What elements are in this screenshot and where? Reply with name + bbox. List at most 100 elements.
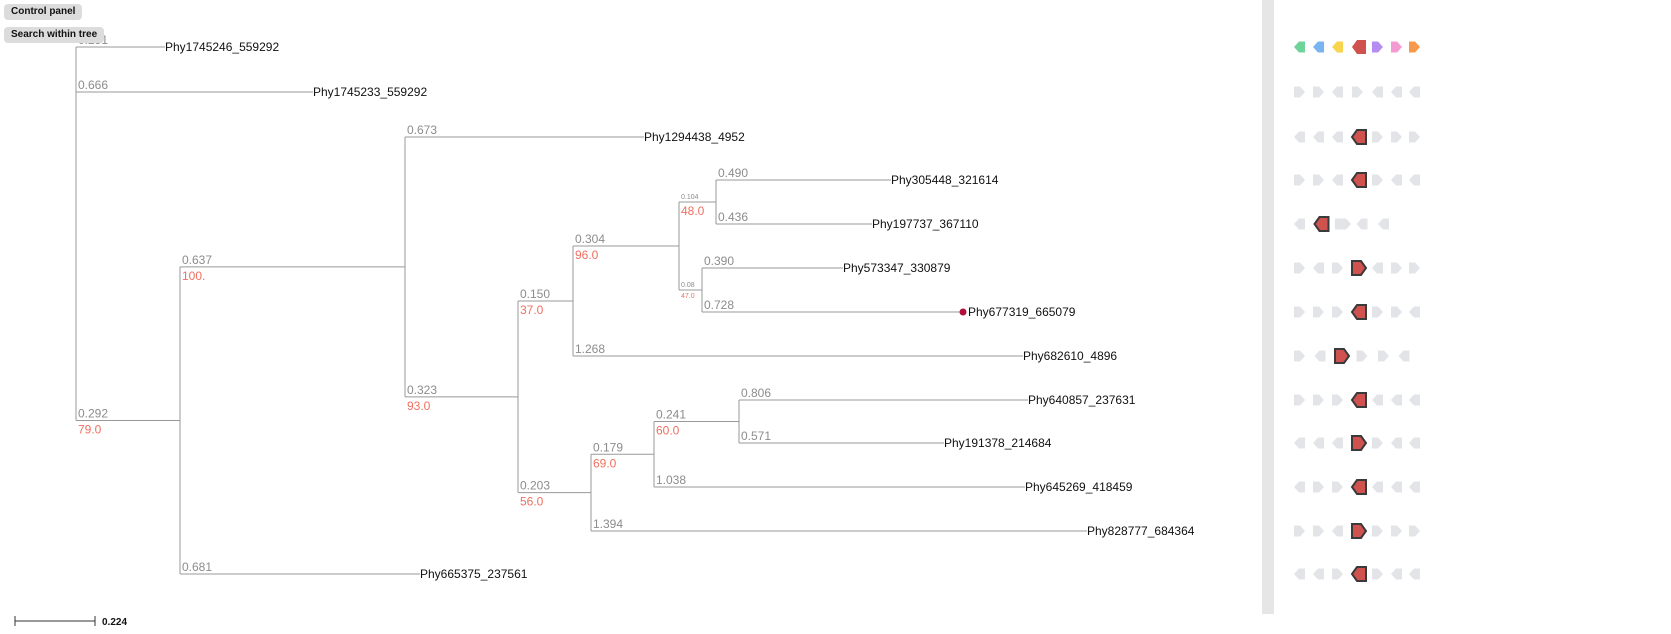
gene-arrow[interactable] [1332, 86, 1343, 98]
gene-arrow[interactable] [1391, 568, 1402, 580]
gene-arrow[interactable] [1391, 306, 1402, 318]
leaf-label: Phy191378_214684 [944, 436, 1052, 450]
gene-arrow[interactable] [1391, 437, 1402, 449]
gene-arrow[interactable] [1372, 262, 1383, 274]
gene-arrow[interactable] [1391, 525, 1402, 537]
gene-arrow[interactable] [1372, 568, 1383, 580]
gene-arrow[interactable] [1294, 86, 1305, 98]
control-panel-button[interactable]: Control panel [4, 4, 83, 20]
gene-arrow[interactable] [1372, 394, 1383, 406]
gene-arrow[interactable] [1332, 525, 1343, 537]
gene-arrow[interactable] [1409, 262, 1420, 274]
gene-arrow[interactable] [1391, 131, 1402, 143]
gene-arrow[interactable] [1409, 525, 1420, 537]
gene-arrow[interactable] [1356, 350, 1368, 362]
gene-arrow[interactable] [1294, 568, 1305, 580]
focus-gene-arrow[interactable] [1351, 523, 1368, 539]
focus-gene-arrow[interactable] [1350, 392, 1367, 408]
gene-arrow[interactable] [1372, 525, 1383, 537]
gene-arrow[interactable] [1332, 481, 1343, 493]
focus-gene-arrow[interactable] [1351, 260, 1368, 276]
gene-arrow[interactable] [1294, 131, 1305, 143]
gene-arrow[interactable] [1294, 481, 1305, 493]
gene-arrow[interactable] [1313, 86, 1324, 98]
gene-arrow[interactable] [1372, 131, 1383, 143]
focus-gene-arrow[interactable] [1313, 216, 1330, 232]
search-within-tree-button[interactable]: Search within tree [4, 27, 105, 43]
gene-arrow[interactable] [1391, 174, 1402, 186]
gene-arrow[interactable] [1313, 394, 1324, 406]
tree-branches [75, 46, 1087, 575]
focus-gene-arrow[interactable] [1334, 348, 1351, 364]
gene-arrow[interactable] [1409, 306, 1420, 318]
gene-arrow[interactable] [1391, 481, 1402, 493]
gene-arrow[interactable] [1335, 218, 1351, 230]
gene-arrow[interactable] [1332, 437, 1343, 449]
gene-arrow[interactable] [1332, 131, 1343, 143]
highlighted-leaf-node[interactable] [959, 308, 967, 316]
gene-arrow[interactable] [1409, 131, 1420, 143]
gene-arrow[interactable] [1409, 568, 1420, 580]
focus-gene-arrow[interactable] [1352, 40, 1366, 54]
focus-gene-arrow[interactable] [1350, 304, 1367, 320]
gene-arrow[interactable] [1372, 41, 1383, 53]
gene-arrow[interactable] [1313, 41, 1324, 53]
gene-arrow[interactable] [1294, 525, 1305, 537]
gene-arrow[interactable] [1294, 174, 1305, 186]
focus-gene-arrow[interactable] [1351, 435, 1368, 451]
gene-arrow[interactable] [1314, 350, 1326, 362]
leaf-label: Phy1745233_559292 [313, 85, 427, 99]
gene-arrow[interactable] [1294, 437, 1305, 449]
gene-arrow[interactable] [1332, 174, 1343, 186]
focus-gene-arrow[interactable] [1350, 129, 1367, 145]
gene-arrow[interactable] [1313, 306, 1324, 318]
gene-arrow[interactable] [1313, 437, 1324, 449]
branch-length-label: 0.150 [520, 287, 550, 301]
gene-arrow[interactable] [1372, 174, 1383, 186]
focus-gene-arrow[interactable] [1350, 566, 1367, 582]
gene-arrow[interactable] [1313, 131, 1324, 143]
gene-arrow[interactable] [1332, 262, 1343, 274]
gene-arrow[interactable] [1409, 41, 1420, 53]
gene-arrow[interactable] [1313, 262, 1324, 274]
gene-arrow[interactable] [1294, 262, 1305, 274]
gene-arrow[interactable] [1313, 174, 1324, 186]
gene-arrow[interactable] [1313, 525, 1324, 537]
gene-arrow[interactable] [1332, 306, 1343, 318]
gene-arrow[interactable] [1378, 218, 1389, 230]
focus-gene-arrow[interactable] [1350, 172, 1367, 188]
gene-arrow[interactable] [1391, 41, 1402, 53]
gene-arrow[interactable] [1294, 41, 1305, 53]
gene-arrow[interactable] [1352, 86, 1363, 98]
gene-arrow[interactable] [1409, 174, 1420, 186]
gene-arrow[interactable] [1372, 86, 1383, 98]
gene-arrow[interactable] [1294, 350, 1305, 362]
leaf-label: Phy197737_367110 [872, 217, 979, 231]
gene-arrow[interactable] [1391, 262, 1402, 274]
gene-arrow[interactable] [1391, 394, 1402, 406]
gene-arrow[interactable] [1409, 481, 1420, 493]
panel-divider[interactable] [1262, 0, 1274, 614]
gene-arrow[interactable] [1409, 437, 1420, 449]
gene-arrow[interactable] [1372, 437, 1383, 449]
gene-arrow[interactable] [1294, 394, 1305, 406]
gene-arrow[interactable] [1332, 41, 1343, 53]
gene-arrow[interactable] [1409, 86, 1420, 98]
gene-arrow[interactable] [1398, 350, 1410, 362]
gene-arrow[interactable] [1372, 481, 1383, 493]
gene-row [1294, 566, 1420, 582]
gene-arrow[interactable] [1313, 481, 1324, 493]
gene-arrow[interactable] [1332, 394, 1343, 406]
gene-arrow[interactable] [1409, 394, 1420, 406]
gene-arrow[interactable] [1294, 306, 1305, 318]
gene-arrow[interactable] [1391, 86, 1402, 98]
gene-arrow[interactable] [1378, 350, 1389, 362]
support-value-label: 60.0 [656, 424, 680, 438]
gene-arrow[interactable] [1372, 306, 1383, 318]
gene-arrow[interactable] [1332, 568, 1343, 580]
focus-gene-arrow[interactable] [1350, 479, 1367, 495]
gene-arrow[interactable] [1356, 218, 1368, 230]
branch-length-label: 0.436 [718, 210, 748, 224]
gene-arrow[interactable] [1313, 568, 1324, 580]
gene-arrow[interactable] [1294, 218, 1305, 230]
